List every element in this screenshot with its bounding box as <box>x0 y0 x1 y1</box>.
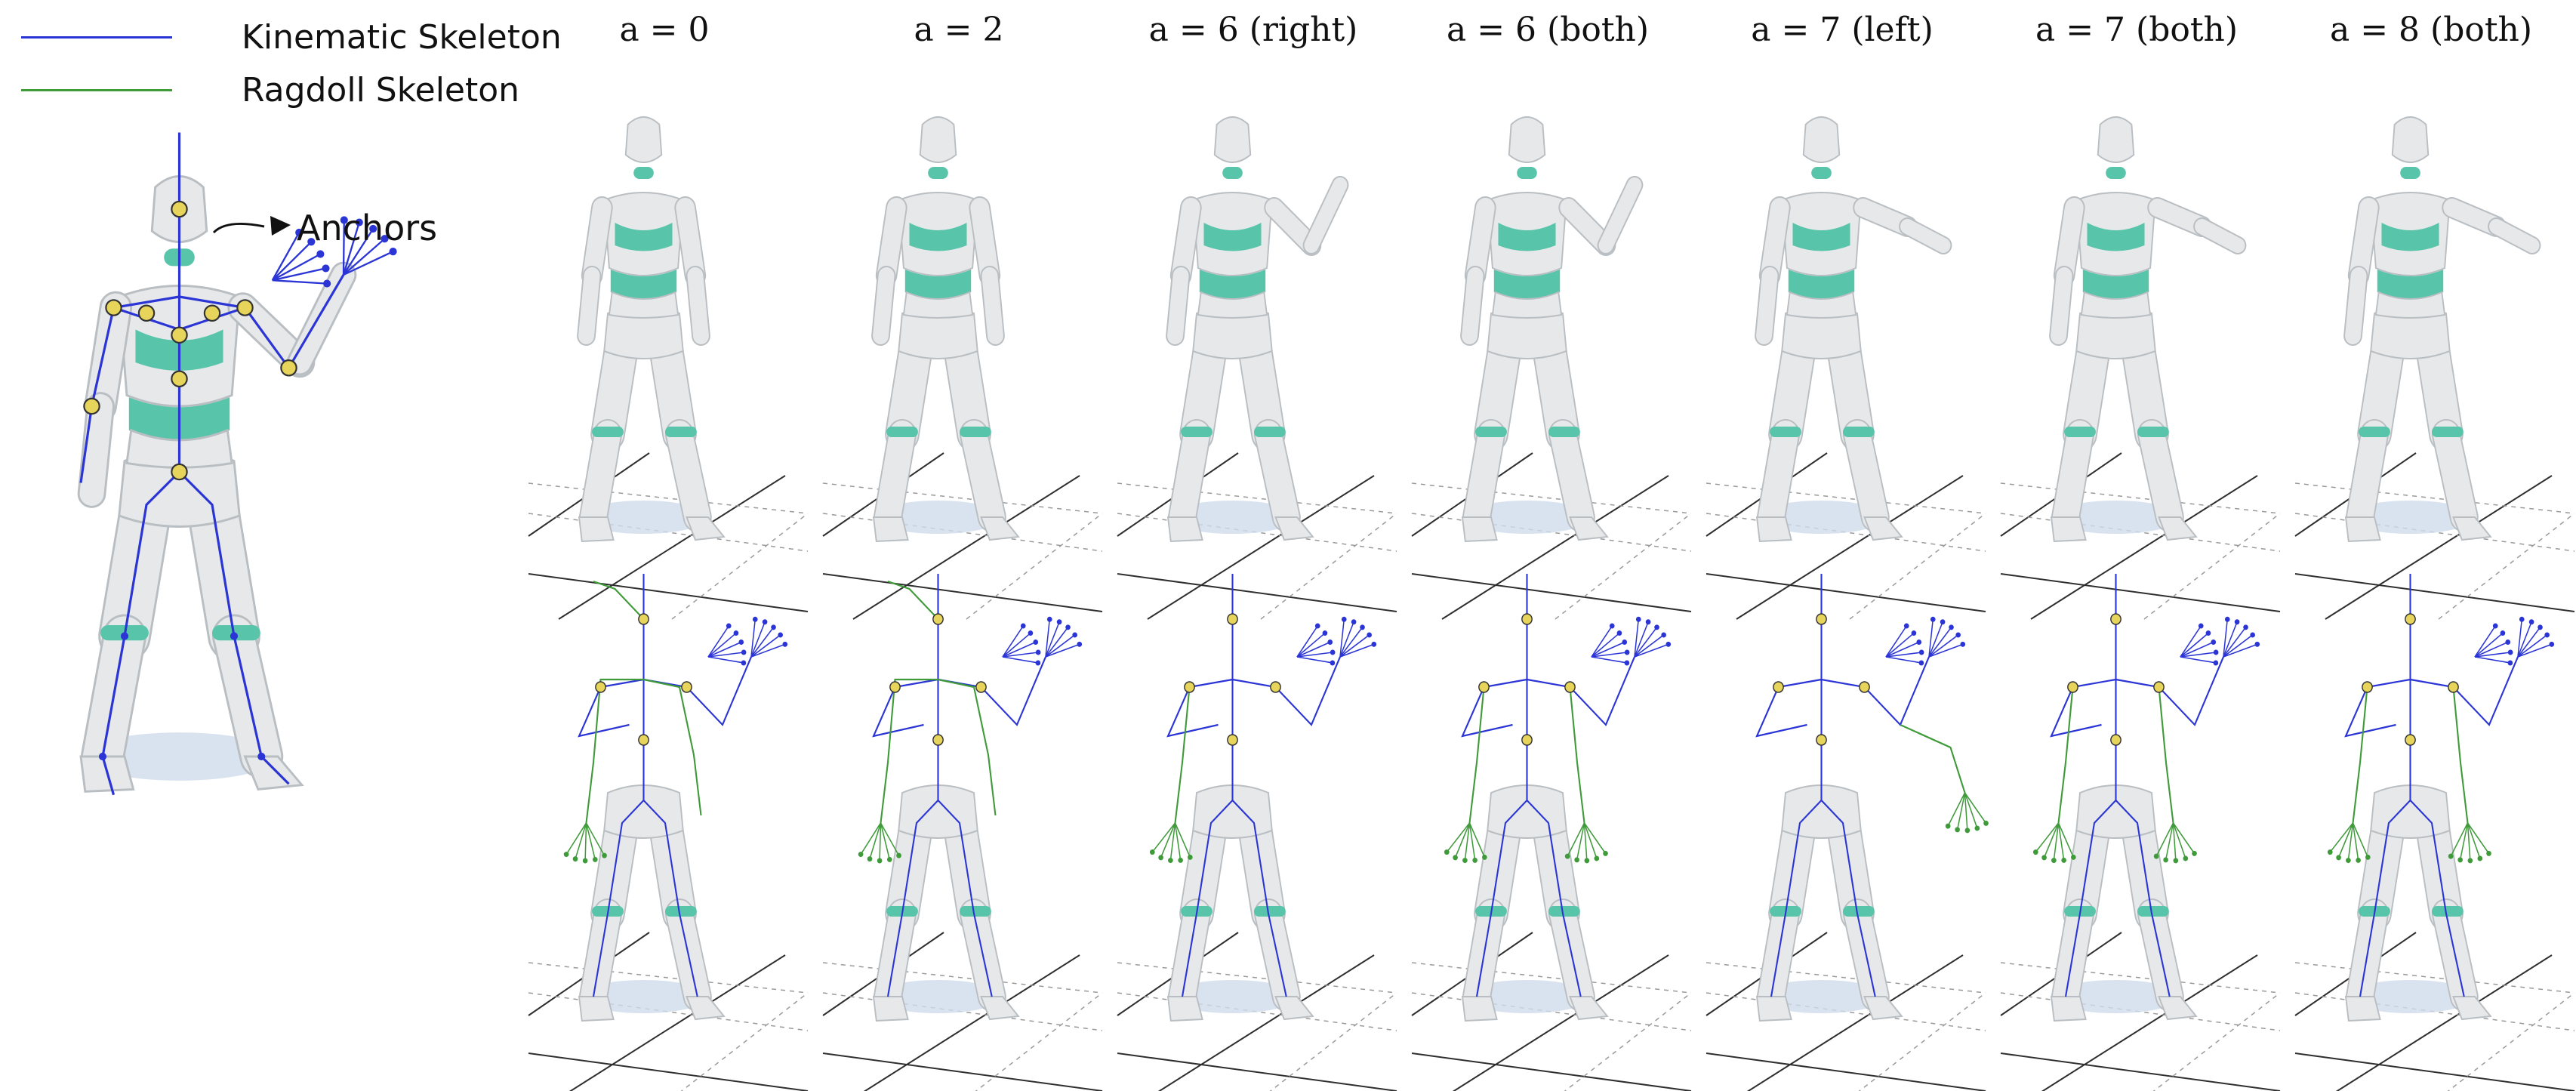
skeleton-bottom-0 <box>563 574 788 1022</box>
render-bottom-2 <box>1117 574 1397 1091</box>
column-label-a8-both: a = 8 (both) <box>2329 11 2533 49</box>
mannequin-top-4 <box>1755 116 1952 543</box>
render-top-1 <box>822 116 1103 620</box>
column-label-a0: a = 0 <box>619 11 710 49</box>
mannequin-top-6 <box>2343 116 2541 543</box>
legend: Kinematic Skeleton Ragdoll Skeleton <box>21 11 562 116</box>
render-bottom-3 <box>1411 574 1692 1091</box>
legend-kinematic: Kinematic Skeleton <box>21 11 562 63</box>
legend-ragdoll-label: Ragdoll Skeleton <box>242 70 520 109</box>
render-top-4 <box>1706 116 1986 620</box>
kinematic-skeleton-figure <box>77 132 397 796</box>
floor-grid-top-2 <box>1117 452 1397 620</box>
anchors-arrow <box>212 222 265 234</box>
floor-grid-top-0 <box>528 452 809 620</box>
kinematic-line-swatch <box>21 35 172 39</box>
floor-grid-bottom-6 <box>2294 932 2575 1091</box>
column-label-a7-left: a = 7 (left) <box>1751 11 1934 49</box>
column-label-a6-right: a = 6 (right) <box>1148 11 1358 49</box>
mannequin-top-2 <box>1166 116 1349 543</box>
floor-grid-top-1 <box>822 452 1103 620</box>
anchors-label: Anchors <box>297 208 437 248</box>
mannequin-top-3 <box>1460 116 1644 543</box>
floor-grid-bottom-4 <box>1706 932 1986 1091</box>
legend-ragdoll: Ragdoll Skeleton <box>21 63 562 116</box>
skeleton-bottom-5 <box>2032 574 2260 1022</box>
floor-grid-top-6 <box>2294 452 2575 620</box>
anchors-arrowhead <box>270 216 291 236</box>
render-top-3 <box>1411 116 1692 620</box>
floor-grid-bottom-2 <box>1117 932 1397 1091</box>
column-label-a2: a = 2 <box>914 11 1004 49</box>
render-top-5 <box>2000 116 2281 620</box>
render-top-2 <box>1117 116 1397 620</box>
render-bottom-5 <box>2000 574 2281 1091</box>
floor-grid-top-5 <box>2000 452 2281 620</box>
mannequin-top-5 <box>2049 116 2247 543</box>
mannequin-top-1 <box>871 116 1020 543</box>
render-bottom-1 <box>822 574 1103 1091</box>
skeleton-bottom-6 <box>2327 574 2555 1022</box>
render-bottom-4 <box>1706 574 1989 1091</box>
column-label-a7-both: a = 7 (both) <box>2035 11 2239 49</box>
render-top-6 <box>2294 116 2575 620</box>
skeleton-bottom-4 <box>1755 574 1989 1022</box>
mannequin-top-0 <box>577 116 726 543</box>
skeleton-bottom-1 <box>858 574 1083 1022</box>
skeleton-bottom-2 <box>1149 574 1377 1022</box>
render-bottom-6 <box>2294 574 2575 1091</box>
ragdoll-line-swatch <box>21 88 172 91</box>
floor-grid-top-3 <box>1411 452 1692 620</box>
floor-grid-top-4 <box>1706 452 1986 620</box>
render-top-0 <box>528 116 809 620</box>
skeleton-bottom-3 <box>1444 574 1672 1022</box>
render-bottom-0 <box>528 574 809 1091</box>
floor-grid-bottom-5 <box>2000 932 2281 1091</box>
legend-kinematic-label: Kinematic Skeleton <box>242 17 562 57</box>
column-label-a6-both: a = 6 (both) <box>1446 11 1650 49</box>
